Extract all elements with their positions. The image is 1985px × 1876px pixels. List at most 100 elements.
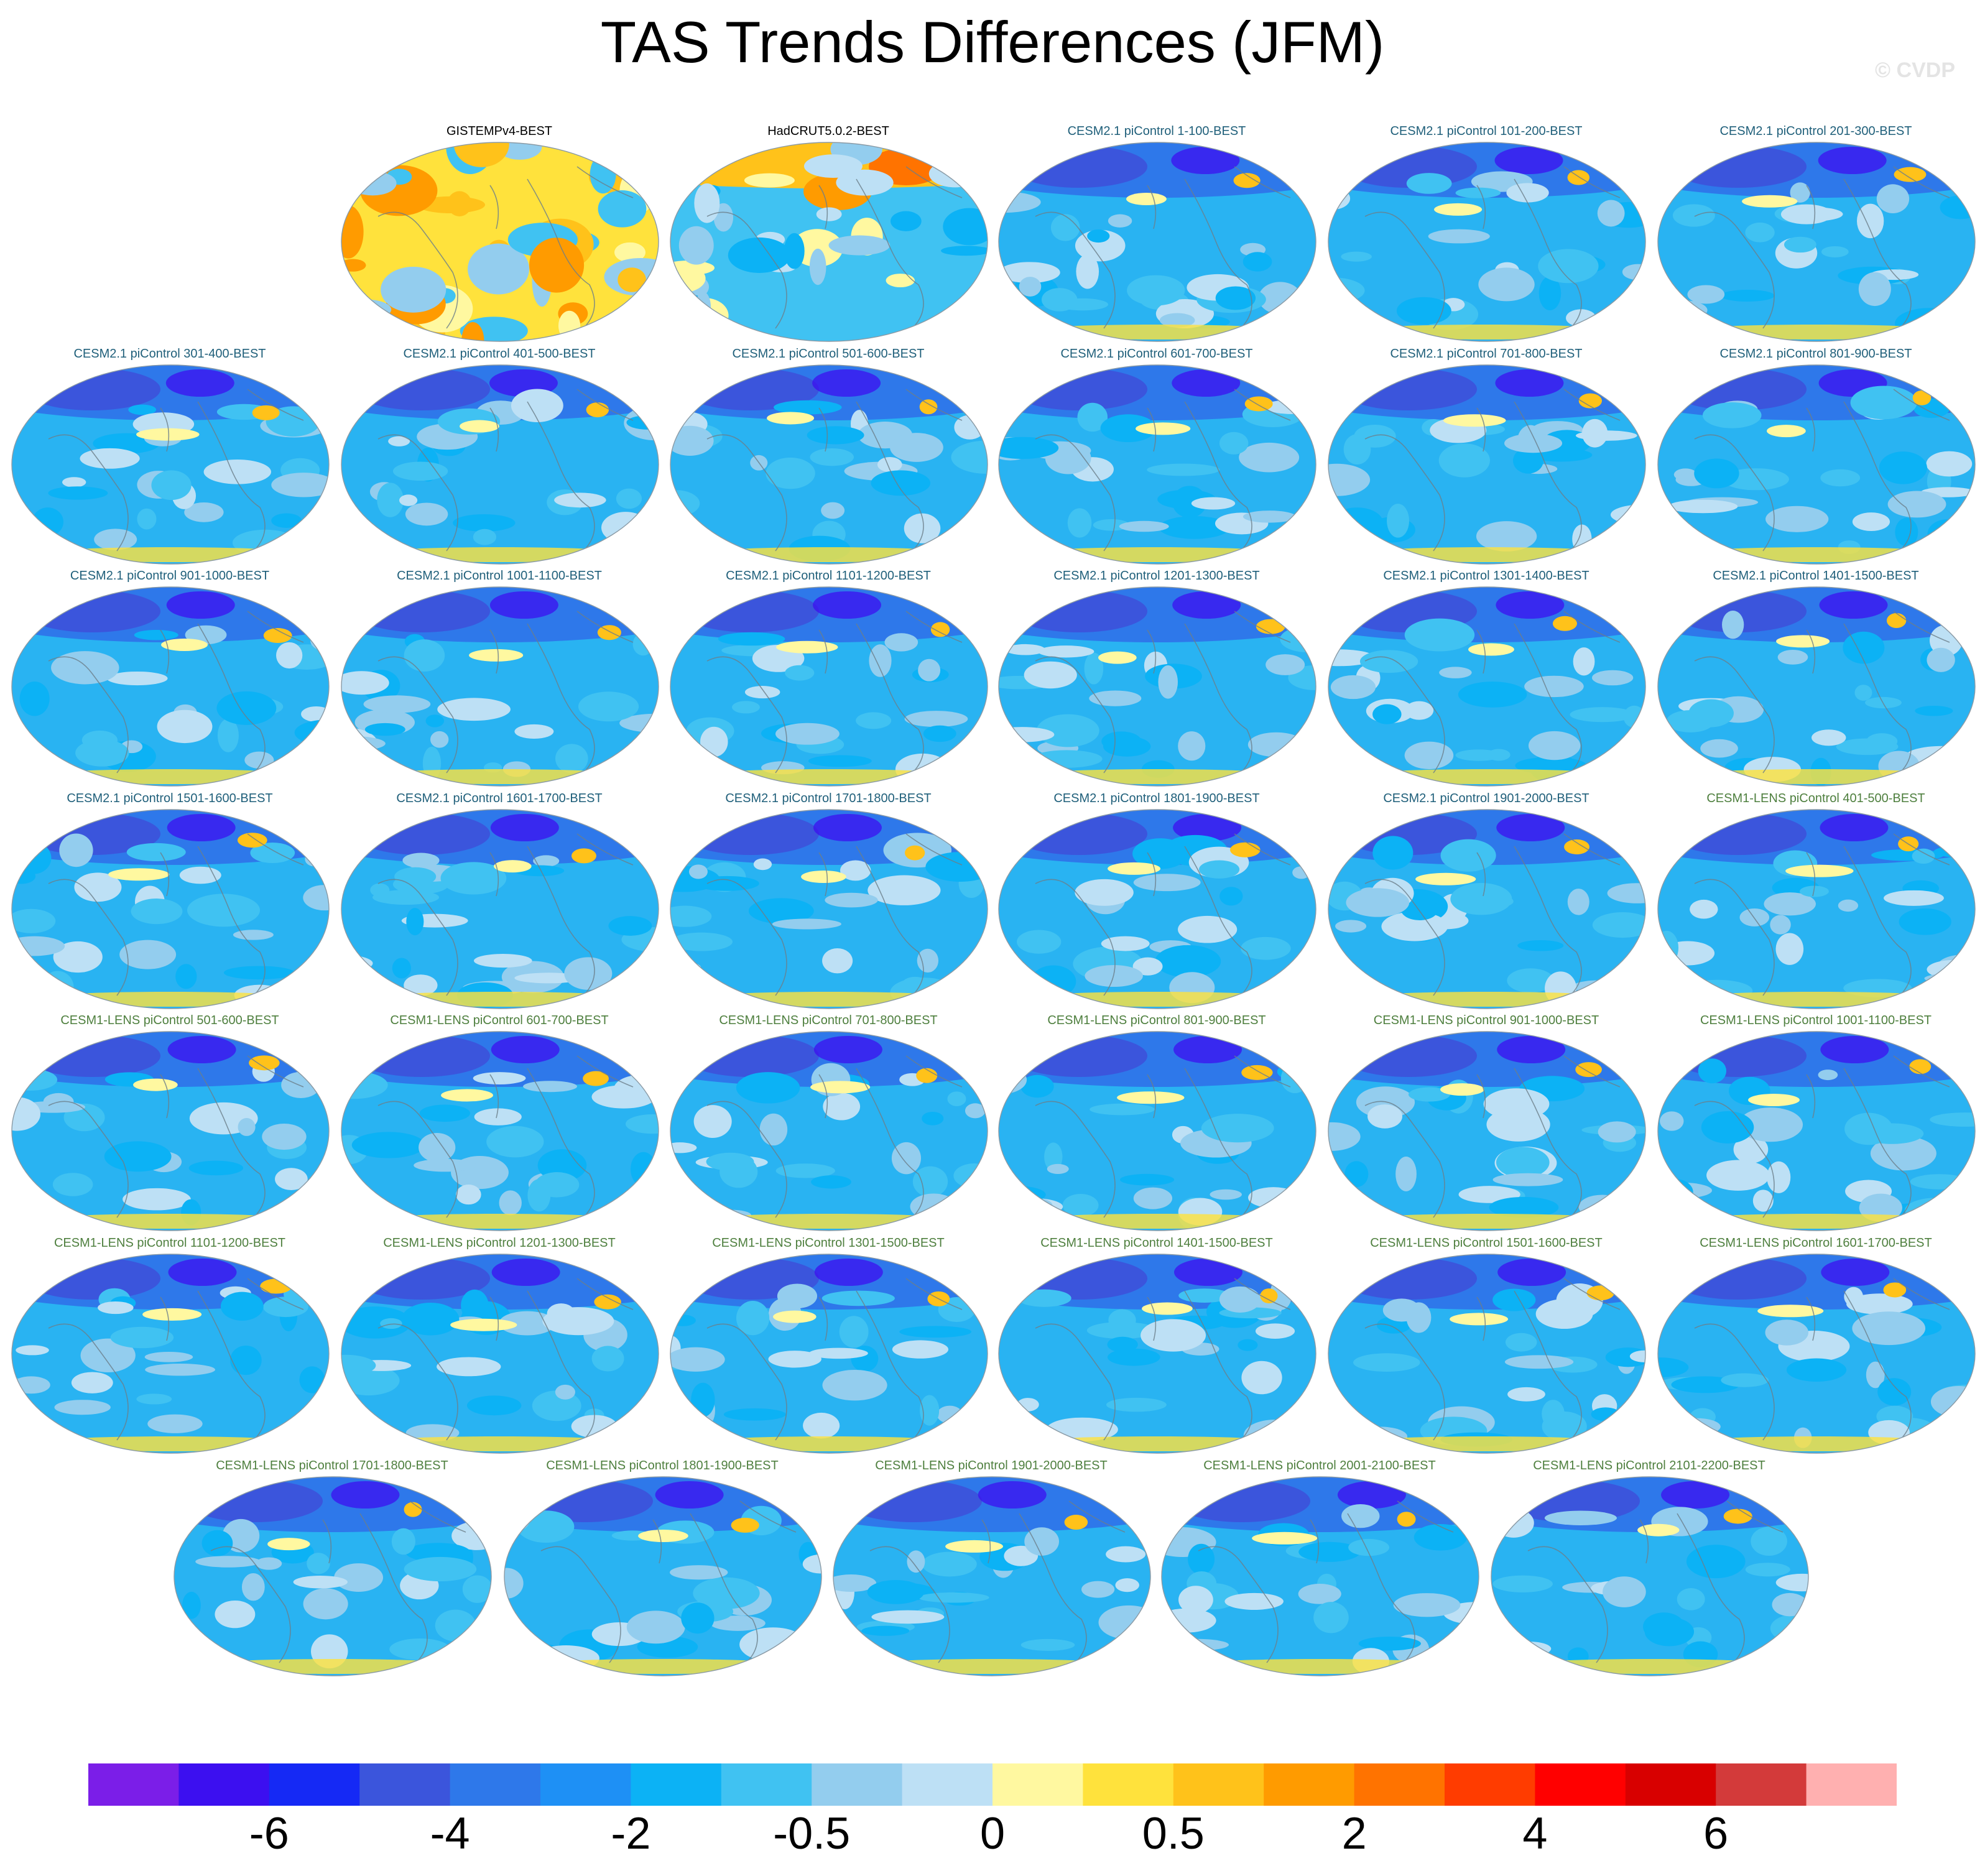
field-patch (1694, 458, 1739, 489)
map-border (1491, 1476, 1809, 1676)
map-border (670, 586, 988, 787)
field-patch (71, 1372, 113, 1393)
field-patch (1767, 1161, 1791, 1193)
field-patch (1785, 864, 1854, 877)
coastline (527, 623, 595, 774)
world-map (998, 364, 1316, 565)
coastline (576, 1055, 634, 1088)
coastline (1563, 1055, 1621, 1088)
coastline (1694, 879, 1775, 996)
field-patch (1673, 992, 1959, 1007)
field-patch (1886, 612, 1907, 628)
coastline (210, 1546, 291, 1663)
field-patch (256, 1557, 282, 1570)
field-patch (1700, 739, 1738, 758)
field-patch (823, 1093, 861, 1121)
field-patch (1406, 173, 1452, 194)
field-patch (1818, 147, 1887, 174)
map-border (174, 1476, 492, 1676)
field-patch (1354, 425, 1396, 448)
map-border (1657, 1254, 1976, 1454)
field-patch (1637, 1523, 1680, 1536)
colorbar-swatch (992, 1763, 1083, 1806)
field-patch (1497, 1259, 1566, 1286)
panel-title: CESM1-LENS piControl 1301-1500-BEST (712, 1236, 945, 1250)
field-patch (723, 1408, 786, 1421)
field-patch (74, 872, 122, 902)
field-patch (685, 1214, 971, 1229)
field-patch (473, 1072, 526, 1084)
field-patch (275, 1168, 308, 1191)
coastline (247, 1278, 304, 1310)
field-patch (1406, 1302, 1432, 1333)
field-patch (1346, 888, 1410, 917)
field-patch (1775, 933, 1804, 965)
field-patch (1635, 173, 1645, 189)
field-patch (271, 513, 302, 528)
field-patch (1767, 425, 1806, 438)
field-patch (861, 1625, 910, 1636)
coastline (818, 629, 828, 674)
field-patch (1690, 899, 1718, 919)
field-patch (1720, 289, 1775, 302)
coastline (1563, 166, 1621, 198)
field-patch (1440, 1083, 1484, 1096)
colorbar-swatch (1445, 1763, 1535, 1806)
field-patch (1107, 1336, 1138, 1352)
panel-title: CESM2.1 piControl 301-400-BEST (73, 347, 266, 361)
coastline (1364, 211, 1445, 329)
map-panel: CESM2.1 piControl 1-100-BEST (995, 124, 1318, 343)
field-patch (1496, 591, 1565, 619)
field-patch (404, 1502, 422, 1517)
map-panel: CESM1-LENS piControl 2101-2200-BEST (1488, 1459, 1811, 1678)
field-patch (312, 1191, 329, 1213)
world-map (998, 586, 1316, 787)
colorbar-swatch (1806, 1763, 1897, 1806)
field-patch (52, 1173, 93, 1196)
field-patch (736, 1301, 770, 1336)
field-patch (744, 686, 780, 699)
colorbar-swatch (902, 1763, 993, 1806)
field-patch (441, 1089, 493, 1102)
coastline (1806, 1296, 1816, 1341)
map-border (833, 1476, 1151, 1676)
field-patch (693, 1577, 760, 1609)
field-patch (1030, 965, 1076, 998)
field-patch (877, 456, 902, 473)
colorbar-swatch (88, 1763, 179, 1806)
coastline (706, 879, 787, 996)
field-patch (1159, 313, 1195, 328)
colorbar-tick-label: 0.5 (1142, 1809, 1205, 1859)
field-patch (1381, 912, 1448, 941)
map-border (341, 142, 659, 342)
field-patch (356, 1436, 642, 1451)
map-panel: CESM1-LENS piControl 601-700-BEST (338, 1014, 661, 1232)
coastline (527, 846, 595, 996)
coastline (1843, 178, 1912, 329)
field-patch (810, 448, 854, 466)
coastline (1184, 178, 1252, 329)
map-panel: CESM2.1 piControl 901-1000-BEST (8, 569, 331, 788)
field-patch (1248, 1187, 1299, 1208)
field-patch (1673, 769, 1959, 784)
field-patch (1132, 957, 1163, 976)
field-patch (767, 412, 815, 425)
coastline (905, 166, 963, 198)
field-patch (1910, 1174, 1969, 1190)
field-patch (499, 1190, 522, 1216)
coastline (818, 185, 828, 229)
coastline (1843, 1290, 1912, 1441)
coastline (377, 879, 458, 996)
field-patch (1757, 1305, 1824, 1318)
field-patch (137, 508, 157, 530)
world-map (998, 809, 1316, 1009)
coastline (1147, 852, 1157, 897)
field-patch (774, 400, 842, 415)
map-panel: CESM2.1 piControl 1901-2000-BEST (1325, 792, 1648, 1010)
panel-title: HadCRUT5.0.2-BEST (767, 124, 889, 138)
coastline (1563, 389, 1621, 421)
field-patch (453, 142, 509, 167)
field-patch (999, 142, 1316, 198)
field-patch (1024, 661, 1077, 689)
coastline (1397, 1500, 1454, 1533)
